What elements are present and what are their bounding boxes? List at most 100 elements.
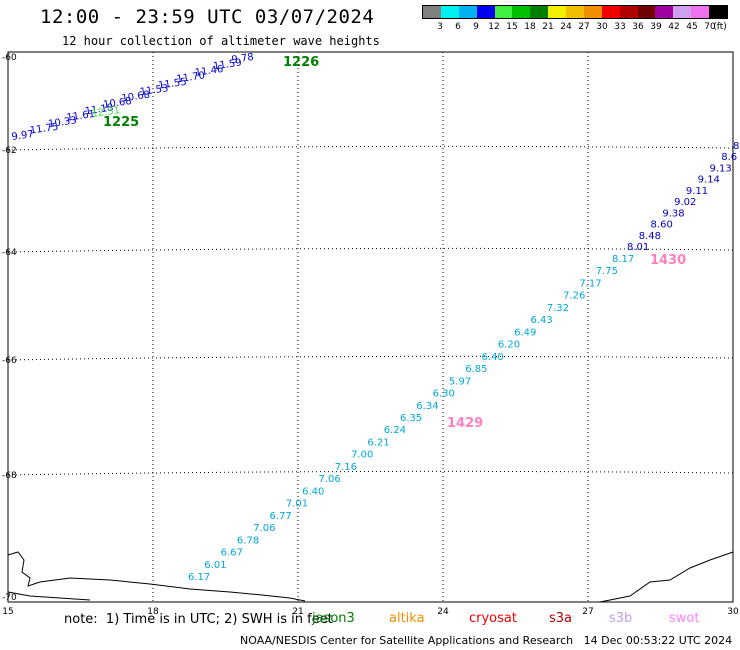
- legend-label: 70: [704, 22, 716, 32]
- wave-height-label: 6.43: [530, 315, 552, 326]
- wave-height-label: 10.68: [103, 96, 133, 111]
- legend-swatch: [583, 6, 602, 18]
- map-grid: [7, 52, 734, 602]
- wave-height-label: 9.13: [709, 163, 731, 174]
- wave-height-label: 9.02: [674, 197, 696, 208]
- map-frame: [7, 51, 734, 603]
- legend-label: 3: [437, 22, 443, 32]
- legend-label: 12: [488, 22, 500, 32]
- legend-swatch: [548, 6, 566, 18]
- legend-swatch: [423, 6, 441, 18]
- legend-label: 6: [455, 22, 461, 32]
- lat-tick-label: -64: [2, 248, 17, 258]
- parallel-line: [7, 145, 734, 151]
- wave-height-label: 7.16: [335, 462, 357, 473]
- lat-tick-label: -68: [2, 471, 17, 481]
- legend-label: 21: [542, 22, 554, 32]
- coastline-east: [599, 551, 734, 603]
- legend-label: 18: [524, 22, 536, 32]
- wave-height-label: 9.14: [698, 175, 720, 186]
- wave-height-label: 8.6: [721, 152, 737, 163]
- footnote: note: 1) Time is in UTC; 2) SWH is in fe…: [64, 612, 333, 627]
- legend-swatch: [619, 6, 638, 18]
- wave-height-label: 6.40: [302, 486, 324, 497]
- legend-label: 30: [596, 22, 608, 32]
- wave-height-label: 6.85: [465, 364, 487, 375]
- lat-tick-label: -60: [2, 53, 17, 63]
- axis-ticks: 15 18 21 24 27 30 -60 -62 -64 -66 -68 -70: [2, 53, 739, 617]
- satellite-label: s3a: [549, 611, 573, 626]
- satellite-label: swot: [669, 611, 700, 626]
- legend-label: 42: [668, 22, 680, 32]
- wave-height-label: 11.55: [158, 77, 188, 92]
- legend-label: 15: [506, 22, 518, 32]
- wave-height-label: 6.21: [367, 437, 389, 448]
- wave-height-label: 6.20: [498, 340, 520, 351]
- pass-id-label: 1430: [650, 253, 686, 268]
- legend-label: 9: [473, 22, 479, 32]
- wave-height-label: 11.53: [139, 83, 169, 98]
- satellite-label: s3b: [609, 611, 633, 626]
- lat-tick-label: -66: [2, 356, 17, 366]
- wave-height-label: 11.75: [29, 122, 59, 137]
- legend-label: 36: [632, 22, 644, 32]
- wave-height-label: 6.17: [188, 572, 210, 583]
- legend-swatch: [566, 6, 584, 18]
- lon-tick-label: 15: [2, 607, 13, 617]
- lon-tick-label: 27: [582, 607, 593, 617]
- pass-id-label: 1226: [283, 55, 319, 70]
- pass-labels: 1226 1225 1429 1430: [103, 55, 686, 431]
- wave-height-label: 8.01: [627, 242, 649, 253]
- satellite-label: jason3: [312, 611, 355, 626]
- legend-swatch: [655, 6, 674, 18]
- lon-tick-label: 24: [437, 607, 449, 617]
- legend-label: 33: [614, 22, 626, 32]
- wave-height-label: 6.35: [400, 413, 422, 424]
- legend-swatch: [440, 6, 459, 18]
- wave-height-label: 11.61: [66, 109, 96, 124]
- legend-swatch: [530, 6, 549, 18]
- wave-height-label: 7.26: [563, 291, 585, 302]
- legend-swatch: [494, 6, 513, 18]
- legend-label: 39: [650, 22, 662, 32]
- wave-tracks: 9.9711.7510.3311.6111.1810.6810.6811.531…: [11, 52, 739, 583]
- legend-swatch: [476, 6, 495, 18]
- wave-height-label: 11.18: [84, 102, 114, 117]
- wave-height-label: 8: [733, 141, 739, 152]
- credit-line: NOAA/NESDIS Center for Satellite Applica…: [240, 634, 733, 647]
- lon-tick-label: 21: [292, 607, 303, 617]
- map-border: [7, 51, 734, 603]
- legend-swatch: [601, 6, 620, 18]
- coastline-shelf: [7, 591, 91, 601]
- wave-height-label: 10.68: [121, 90, 151, 105]
- wave-height-label: 8.60: [651, 220, 673, 231]
- parallel-line: [7, 470, 734, 476]
- wave-height-label: 11.70: [176, 70, 206, 85]
- page-subtitle: 12 hour collection of altimeter wave hei…: [62, 34, 380, 48]
- pass-id-label: 1225: [103, 115, 139, 130]
- legend-swatch: [709, 6, 727, 18]
- lon-tick-label: 30: [727, 607, 739, 617]
- satellite-label: altika: [389, 611, 425, 626]
- wave-height-label: 9.78: [231, 52, 255, 66]
- parallel-line: [7, 247, 734, 253]
- wave-height-label: 7.32: [547, 303, 569, 314]
- coastline-west: [7, 551, 306, 602]
- wave-height-label: 6.30: [433, 389, 455, 400]
- wave-height-label: 5.97: [449, 376, 471, 387]
- wave-height-label: 8.17: [612, 254, 634, 265]
- legend-swatch: [458, 6, 477, 18]
- wave-height-label: 11.59: [213, 58, 243, 73]
- wave-height-label: 9.97: [11, 129, 35, 143]
- parallel-line: [7, 355, 734, 361]
- wave-height-label: 7.01: [286, 499, 308, 510]
- wave-height-label: 6.67: [221, 548, 243, 559]
- wave-height-label: 6.49: [514, 327, 536, 338]
- satellite-label: cryosat: [469, 611, 517, 626]
- wave-height-label: 6.77: [270, 511, 292, 522]
- wave-height-label: 11.46: [194, 64, 224, 79]
- lon-tick-label: 18: [147, 607, 159, 617]
- wave-height-label: 9.11: [686, 186, 708, 197]
- legend-swatch: [512, 6, 531, 18]
